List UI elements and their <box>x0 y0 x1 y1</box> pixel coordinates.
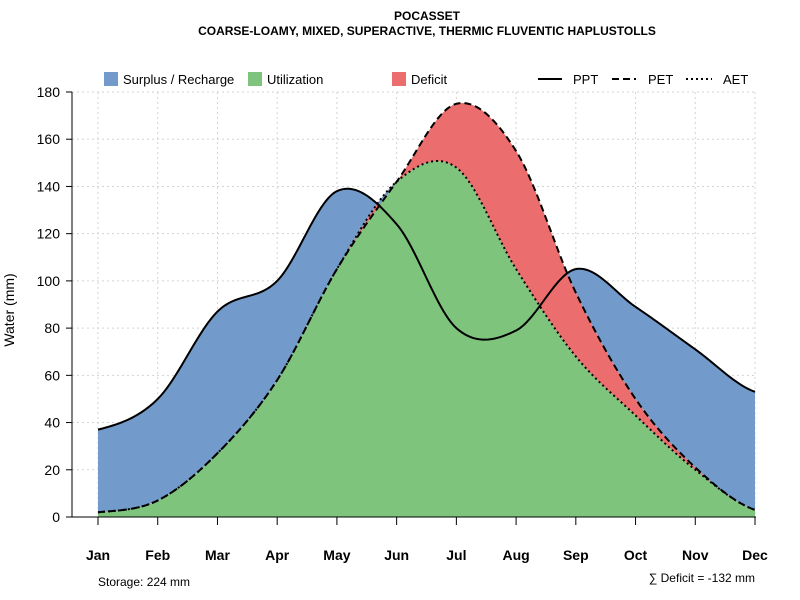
y-tick-label: 40 <box>44 415 60 431</box>
series-lines <box>97 102 756 514</box>
y-tick-label: 100 <box>37 273 61 289</box>
x-tick-label: Oct <box>624 547 648 563</box>
x-tick-label: May <box>323 547 350 563</box>
series-line-ppt <box>97 187 756 431</box>
x-tick-label: Dec <box>742 547 768 563</box>
legend: Surplus / Recharge Utilization Deficit P… <box>104 72 748 87</box>
legend-item-aet: AET <box>686 72 748 87</box>
x-tick-label: Mar <box>205 547 230 563</box>
x-ticks: Jan Feb Mar Apr May Jun Jul Aug Sep Oct Nov Dec <box>86 517 768 563</box>
legend-swatch-surplus <box>104 72 118 86</box>
series-line-pet <box>97 102 756 514</box>
x-tick-label: Jan <box>86 547 110 563</box>
legend-item-pet: PET <box>612 72 673 87</box>
x-tick-label: Jun <box>384 547 409 563</box>
x-tick-label: Aug <box>502 547 529 563</box>
y-tick-label: 0 <box>52 509 60 525</box>
legend-swatch-deficit <box>392 72 406 86</box>
legend-label-aet: AET <box>723 72 748 87</box>
chart-subtitle: COARSE-LOAMY, MIXED, SUPERACTIVE, THERMI… <box>198 24 656 38</box>
x-tick-label: Sep <box>563 547 589 563</box>
y-tick-label: 140 <box>37 178 61 194</box>
y-ticks: 0 20 40 60 80 100 120 140 160 180 <box>37 84 72 525</box>
y-tick-label: 160 <box>37 131 61 147</box>
x-tick-label: Nov <box>682 547 709 563</box>
deficit-annotation: ∑ Deficit = -132 mm <box>649 571 755 585</box>
storage-annotation: Storage: 224 mm <box>98 575 190 589</box>
y-tick-label: 180 <box>37 84 61 100</box>
legend-item-deficit: Deficit <box>392 72 448 87</box>
y-tick-label: 120 <box>37 226 61 242</box>
x-tick-label: Jul <box>446 547 466 563</box>
legend-label-pet: PET <box>648 72 673 87</box>
legend-item-surplus: Surplus / Recharge <box>104 72 234 87</box>
x-tick-label: Feb <box>145 547 170 563</box>
legend-item-ppt: PPT <box>538 72 598 87</box>
legend-label-utilization: Utilization <box>267 72 323 87</box>
legend-swatch-utilization <box>248 72 262 86</box>
legend-label-surplus: Surplus / Recharge <box>123 72 234 87</box>
legend-item-utilization: Utilization <box>248 72 323 87</box>
legend-label-ppt: PPT <box>573 72 598 87</box>
x-tick-label: Apr <box>265 547 290 563</box>
area-fills <box>98 103 755 517</box>
y-axis-label: Water (mm) <box>1 273 17 346</box>
y-tick-label: 20 <box>44 462 60 478</box>
area-utilization <box>98 161 755 517</box>
series-line-aet <box>97 160 756 514</box>
legend-label-deficit: Deficit <box>411 72 448 87</box>
chart-title: POCASSET <box>394 9 461 23</box>
area-surplus-recharge <box>98 103 755 513</box>
y-tick-label: 80 <box>44 320 60 336</box>
y-tick-label: 60 <box>44 367 60 383</box>
